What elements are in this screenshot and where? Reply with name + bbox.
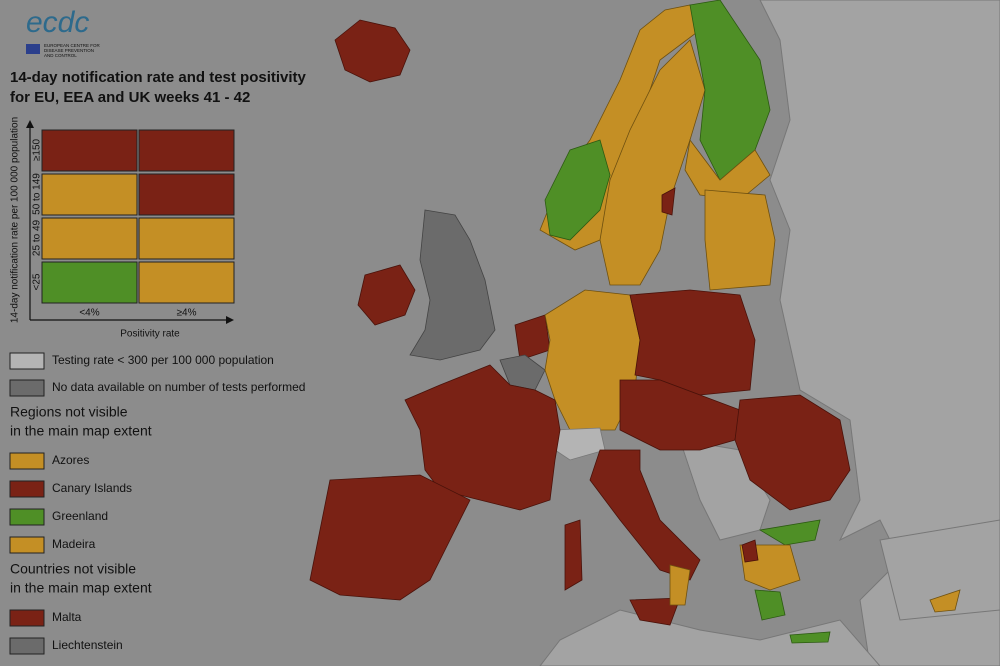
non-eu-land-east [759, 0, 1000, 666]
section-heading: in the main map extent [10, 423, 152, 439]
countries [309, 0, 961, 644]
iberia [309, 474, 471, 601]
legend-label: Greenland [52, 509, 108, 523]
eu-flag [26, 44, 40, 54]
baltics [704, 189, 776, 291]
x-arrowhead [226, 316, 234, 324]
legend-swatch [9, 480, 45, 498]
legend-label: Malta [52, 610, 82, 624]
romania-bulgaria [734, 394, 851, 511]
italy [589, 449, 701, 581]
section-heading: in the main map extent [10, 580, 152, 596]
logo: ecdc EUROPEAN CENTRE FOR DISEASE PREVENT… [26, 6, 101, 58]
greece-west [741, 539, 759, 563]
germany [544, 289, 641, 431]
greece-north [758, 519, 821, 546]
section-heading: Regions not visible [10, 404, 128, 420]
logo-subtitle: DISEASE PREVENTION [44, 48, 94, 53]
legend-swatch [9, 637, 45, 655]
iceland [334, 19, 411, 83]
france [404, 364, 561, 511]
matrix-row-label: 50 to 149 [32, 173, 43, 215]
title: 14-day notification rate and test positi… [10, 69, 307, 86]
matrix-cell [41, 129, 138, 172]
cyprus [929, 589, 961, 613]
north-africa [539, 609, 881, 666]
legend-label: No data available on number of tests per… [52, 380, 305, 394]
turkey [879, 519, 1000, 621]
norway-south [544, 139, 611, 241]
finland-south [684, 139, 771, 201]
legend-label: Madeira [52, 537, 96, 551]
matrix-cell [138, 217, 235, 260]
sicily [629, 597, 681, 626]
sardinia [564, 519, 583, 591]
matrix-column-label: ≥4% [177, 308, 197, 319]
matrix-y-label: 14-day notification rate per 100 000 pop… [10, 117, 21, 323]
matrix-row-label: <25 [32, 273, 43, 290]
poland [629, 289, 756, 396]
legend-swatch [9, 536, 45, 554]
legend-label: Azores [52, 453, 89, 467]
matrix-cell [138, 129, 235, 172]
legend-label: Liechtenstein [52, 638, 123, 652]
y-arrowhead [26, 120, 34, 128]
ireland [357, 264, 416, 326]
legend-swatch [9, 609, 45, 627]
matrix-column-label: <4% [79, 308, 99, 319]
sweden [599, 39, 706, 286]
base-map [539, 0, 1000, 666]
legend-swatch [9, 452, 45, 470]
logo-name: ecdc [26, 6, 89, 39]
calabria [669, 564, 691, 606]
logo-subtitle: AND CONTROL [44, 53, 77, 58]
united-kingdom [409, 209, 496, 361]
legend-swatch [9, 508, 45, 526]
matrix-cell [41, 217, 138, 260]
belgium [499, 354, 546, 391]
gotland [661, 187, 676, 216]
matrix-row-label: 25 to 49 [32, 219, 43, 256]
crete [789, 631, 831, 644]
matrix-x-label: Positivity rate [120, 329, 180, 340]
legend-swatch [9, 379, 45, 397]
section-heading: Countries not visible [10, 561, 136, 577]
peloponnese [754, 589, 786, 621]
legend-swatch [9, 352, 45, 370]
matrix-row-label: ≥150 [32, 138, 43, 161]
logo-subtitle: EUROPEAN CENTRE FOR [44, 43, 101, 48]
matrix-cell [138, 173, 235, 216]
title: for EU, EEA and UK weeks 41 - 42 [10, 89, 250, 106]
matrix-cell [138, 261, 235, 304]
legend-label: Testing rate < 300 per 100 000 populatio… [52, 353, 274, 367]
matrix-cell [41, 173, 138, 216]
matrix-cell [41, 261, 138, 304]
legend-label: Canary Islands [52, 481, 132, 495]
